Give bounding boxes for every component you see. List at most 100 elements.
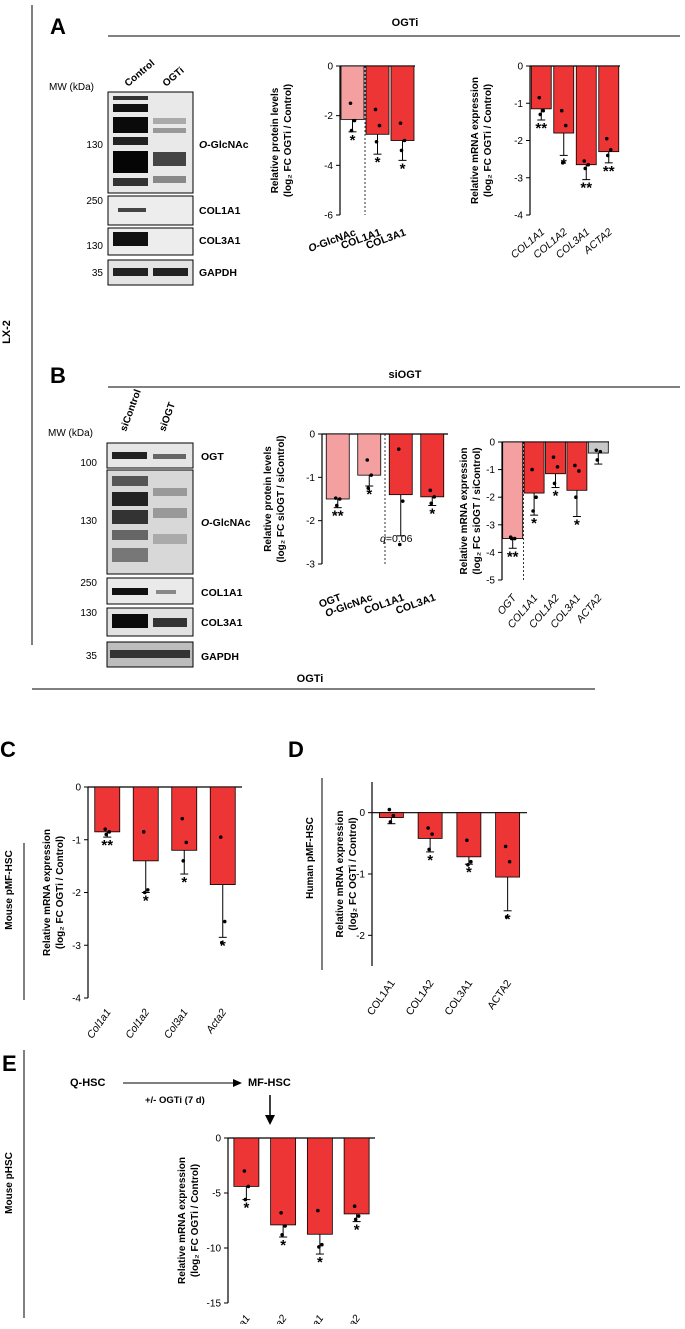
data-point [320, 1242, 324, 1247]
blot-band [112, 548, 148, 562]
data-point [503, 844, 508, 849]
y-axis-label: (log₂ FC siOGT / siControl) [276, 435, 287, 562]
category-label: Col3a1 [162, 1007, 191, 1041]
data-point [391, 813, 396, 818]
y-tick-label: 0 [215, 1134, 221, 1145]
significance-mark: * [181, 874, 187, 891]
data-point [465, 838, 469, 843]
blot-band [153, 128, 186, 133]
blot-mw: 130 [86, 241, 103, 252]
significance-mark: ** [535, 120, 547, 137]
blot-label-rest: -GlcNAc [209, 517, 251, 529]
category-label: COL1A2 [404, 978, 437, 1018]
q-value-symbol: q [380, 533, 386, 545]
bar [456, 812, 482, 858]
y-tick-label: -1 [356, 870, 365, 881]
bar [378, 812, 404, 818]
bar [388, 433, 413, 496]
data-point [428, 488, 433, 493]
data-point [559, 108, 564, 113]
bar [343, 1137, 370, 1215]
data-point [387, 807, 392, 812]
chart-b-protein-levels: 0 -1 -2 -3 Relative protein levels (log₂ FC s… [263, 430, 448, 620]
category-label: Col3a1 [297, 1313, 326, 1324]
data-point [509, 536, 514, 541]
blot-mw: 250 [80, 578, 97, 589]
y-tick-label: -2 [324, 111, 333, 122]
blot-band [153, 508, 187, 518]
blot-band [113, 96, 148, 100]
data-point [349, 128, 354, 133]
blot-band [112, 588, 148, 595]
bar [306, 1137, 333, 1235]
data-point [107, 830, 112, 834]
data-point [104, 832, 109, 837]
data-point [279, 1211, 283, 1215]
data-point [574, 495, 578, 500]
y-tick-label: -1 [514, 99, 523, 110]
blot-mw: 35 [86, 651, 98, 662]
data-point [429, 501, 434, 506]
data-point [507, 859, 512, 864]
chart-c-mouse-pmf: 0 -1 -2 -3 -4 Relative mRNA expression (log₂ F… [42, 783, 242, 1041]
significance-mark: * [375, 154, 381, 171]
data-point [356, 1214, 361, 1218]
y-tick-label: -5 [212, 1189, 221, 1200]
data-point [397, 542, 402, 547]
y-tick-label: -1 [72, 835, 81, 846]
data-point [280, 1233, 284, 1237]
y-axis-label: (log₂ FC OGTi / Control) [55, 836, 66, 949]
data-point [504, 915, 509, 919]
data-point [365, 458, 370, 462]
data-point [469, 859, 473, 864]
data-point [582, 159, 587, 163]
bar [530, 65, 552, 110]
blot-mw: 130 [86, 140, 103, 151]
side-label-mouse-phsc: Mouse pHSC [4, 1152, 15, 1214]
data-point [427, 847, 431, 852]
significance-mark: * [317, 1254, 323, 1271]
significance-mark: ** [101, 837, 113, 854]
data-point [317, 1245, 321, 1249]
data-point [396, 447, 401, 451]
data-point [534, 495, 538, 500]
scheme-start: Q-HSC [70, 1077, 106, 1089]
significance-mark: * [427, 852, 433, 869]
data-point [426, 826, 430, 830]
data-point [219, 940, 224, 945]
data-point [377, 123, 382, 128]
significance-mark: ** [332, 508, 344, 525]
chart-d-human-pmf: 0 -1 -2 Relative mRNA expression (log₂ FC OG… [335, 782, 527, 1018]
bar [365, 65, 390, 135]
blot-band [153, 534, 187, 544]
data-point [243, 1197, 248, 1202]
bar [495, 812, 521, 878]
blot-label-italic-part: O [201, 517, 209, 529]
data-point [333, 496, 338, 500]
y-tick-label: -4 [324, 161, 333, 172]
blot-band [112, 492, 148, 506]
lane-label: siOGT [157, 401, 178, 433]
blot-mw: 130 [80, 608, 97, 619]
data-point [573, 463, 577, 468]
blot-band [153, 268, 188, 276]
bar [390, 65, 415, 141]
panel-letter-a: A [50, 14, 66, 39]
category-label-italic-part: O [324, 606, 336, 620]
category-label: ACTA2 [485, 978, 514, 1012]
scheme-arrow-head [233, 1079, 242, 1087]
y-tick-label: -1 [486, 465, 495, 476]
bar [233, 1137, 260, 1187]
y-tick-label: -2 [356, 931, 365, 942]
y-axis-label: Relative mRNA expression [459, 448, 470, 575]
y-tick-label: -3 [72, 941, 81, 952]
significance-mark: ** [603, 163, 615, 180]
data-point [530, 467, 534, 472]
blot-label: GAPDH [199, 267, 237, 279]
data-point [246, 1184, 251, 1189]
data-point [563, 123, 568, 128]
y-tick-label: -15 [207, 1299, 222, 1310]
y-tick-label: -1 [306, 473, 315, 484]
scheme-end: MF-HSC [248, 1077, 291, 1089]
